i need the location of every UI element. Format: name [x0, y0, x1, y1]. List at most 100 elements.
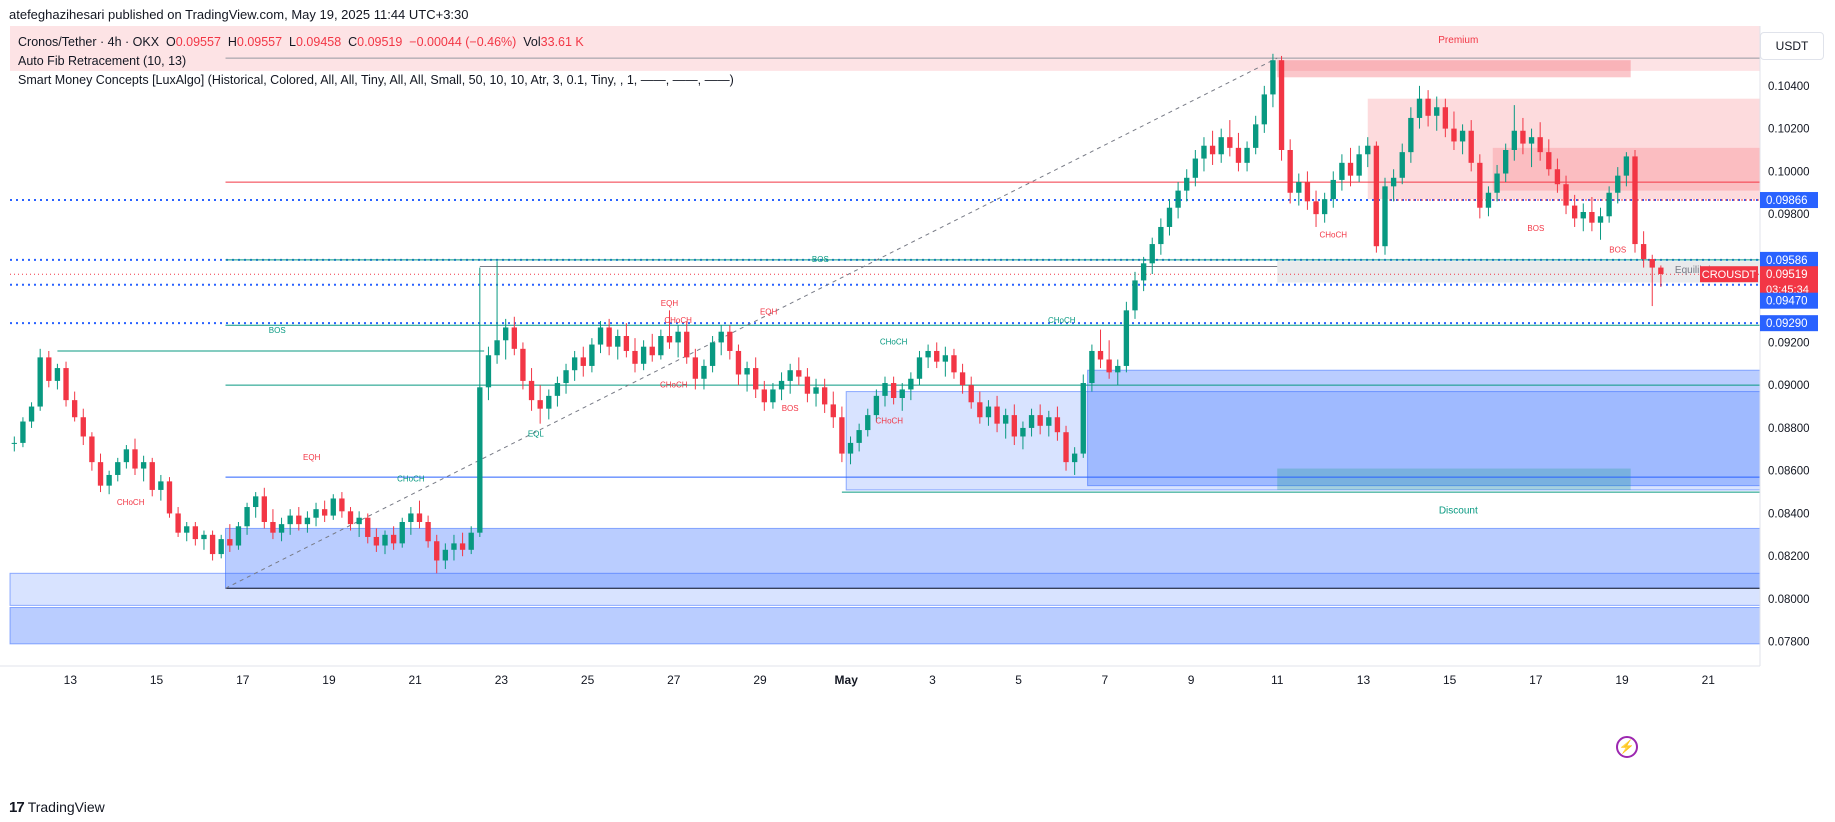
candle-body [761, 389, 767, 403]
candle-body [735, 350, 742, 375]
candle-body [1615, 175, 1621, 193]
indicator-fib[interactable]: Auto Fib Retracement (10, 13) [18, 54, 187, 68]
symbol-title[interactable]: Cronos/Tether · 4h · OKX [18, 35, 160, 49]
candle-body [589, 344, 595, 366]
structure-label: BOS [782, 404, 799, 413]
candle-body [1442, 107, 1449, 129]
candle-body [184, 526, 190, 533]
candle-body [313, 509, 319, 518]
candle-body [425, 522, 431, 542]
candle-body [382, 534, 388, 546]
candle-body [1166, 207, 1173, 227]
candle-body [1003, 415, 1009, 424]
x-tick-label: 13 [64, 673, 78, 687]
indicator-smc[interactable]: Smart Money Concepts [LuxAlgo] (Historic… [18, 73, 734, 87]
candle-body [1477, 162, 1483, 208]
structure-label: EQH [760, 308, 778, 317]
candle-body [1339, 162, 1345, 180]
candle-body [727, 331, 733, 351]
price-tag-label: 0.09866 [1766, 195, 1808, 207]
candle-body [1054, 417, 1061, 433]
candle-body [1149, 244, 1155, 264]
candle-body [1270, 60, 1276, 95]
x-tick-label: 17 [236, 673, 250, 687]
x-tick-label: 15 [150, 673, 164, 687]
x-tick-label: 11 [1271, 673, 1284, 687]
candle-body [1115, 365, 1121, 373]
candle-body [718, 331, 724, 343]
chart-area[interactable]: BOS BOS EQH EQH EQH CHoCH CHoCH BOS CHoCH CHoCH EQ… [0, 26, 1835, 796]
y-tick-label: 0.08600 [1768, 466, 1810, 478]
candle-body [408, 513, 414, 522]
open-label: O [165, 35, 176, 49]
candle-body [1365, 145, 1371, 155]
candle-body [356, 517, 362, 525]
zone-teal [1277, 468, 1631, 490]
chart-legend: Cronos/Tether · 4h · OKX O0.09557 H0.095… [18, 33, 734, 90]
currency-button[interactable]: USDT [1760, 32, 1824, 60]
candle-body [1597, 216, 1604, 223]
candle-body [968, 385, 974, 403]
high-value: 0.09557 [236, 35, 283, 49]
candle-body [959, 372, 966, 386]
x-tick-label: 27 [667, 673, 681, 687]
candle-body [1554, 169, 1561, 185]
candle-body [1244, 147, 1250, 163]
candle-body [1218, 137, 1224, 155]
candle-body [692, 357, 699, 379]
price-tag [1760, 192, 1818, 209]
candle-body [97, 462, 104, 486]
candle-body [20, 421, 26, 443]
candle-body [934, 350, 940, 362]
flash-icon[interactable]: ⚡ [1616, 736, 1638, 758]
candle-body [1632, 156, 1638, 245]
candle-body [321, 509, 328, 516]
candle-body [908, 378, 914, 390]
candle-body [158, 481, 164, 490]
open-value: 0.09557 [175, 35, 221, 49]
candle-body [503, 327, 509, 341]
candle-body [1382, 186, 1388, 247]
price-chart[interactable]: BOS BOS EQH EQH EQH CHoCH CHoCH BOS CHoCH CHoCH EQ… [0, 26, 1835, 796]
candle-body [1140, 263, 1147, 281]
structure-label: CHoCH [1319, 231, 1347, 240]
zone-label: Discount [1439, 505, 1478, 516]
candle-body [623, 336, 630, 351]
candle-body [373, 536, 380, 546]
candle-body [1071, 453, 1078, 463]
candle-body [821, 387, 828, 405]
candle-body [1434, 107, 1440, 116]
candle-body [942, 355, 949, 362]
price-tag [1760, 251, 1818, 268]
zone-grey [1277, 261, 1760, 283]
y-tick-label: 0.10000 [1768, 166, 1810, 178]
candle-body [744, 368, 750, 375]
candle-body [1373, 145, 1380, 247]
structure-label: BOS [812, 255, 829, 264]
candle-body [1278, 60, 1285, 151]
structure-label: CHoCH [1048, 316, 1076, 325]
structure-label: BOS [269, 326, 286, 335]
candle-body [796, 370, 802, 377]
candle-body [477, 387, 483, 533]
candle-body [46, 357, 52, 381]
candle-body [1227, 137, 1233, 148]
high-label: H [227, 35, 237, 49]
candle-body [1046, 417, 1052, 426]
candle-body [778, 380, 785, 390]
change-value: −0.00044 (−0.46%) [409, 35, 517, 49]
close-value: 0.09519 [357, 35, 403, 49]
candle-body [459, 543, 466, 550]
candle-body [1649, 259, 1655, 268]
y-tick-label: 0.08200 [1768, 551, 1810, 563]
tradingview-footer: 17 TradingView [9, 796, 105, 818]
publisher-text: atefeghazihesari published on TradingVie… [9, 7, 469, 22]
candle-body [1209, 145, 1216, 155]
candle-body [1399, 152, 1405, 178]
candle-body [537, 400, 543, 409]
candle-body [1347, 162, 1354, 176]
price-tag-label: 0.09586 [1766, 255, 1808, 267]
candle-body [451, 543, 457, 550]
candle-body [546, 395, 552, 409]
candle-body [149, 462, 155, 490]
